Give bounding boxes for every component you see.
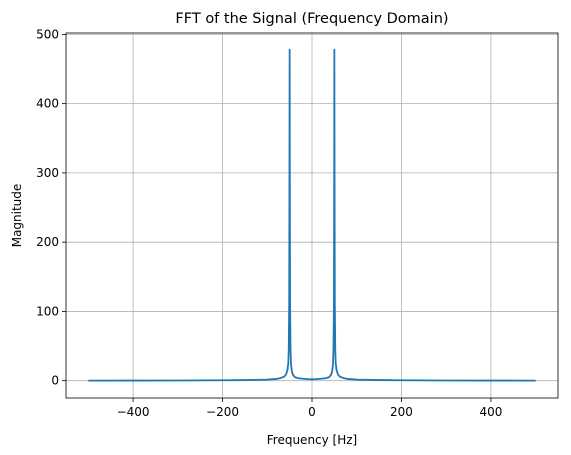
x-tick-label: −400 xyxy=(117,405,150,419)
x-axis-label: Frequency [Hz] xyxy=(267,433,358,447)
x-tick-label: 400 xyxy=(479,405,502,419)
y-tick-label: 400 xyxy=(36,97,59,111)
y-tick-label: 300 xyxy=(36,166,59,180)
series-line-fft-magnitude xyxy=(88,48,536,382)
y-axis-label: Magnitude xyxy=(10,184,24,248)
y-tick-label: 0 xyxy=(51,374,59,388)
y-tick-label: 200 xyxy=(36,235,59,249)
chart-title: FFT of the Signal (Frequency Domain) xyxy=(175,11,448,27)
x-tick-label: −200 xyxy=(206,405,239,419)
x-tick-label: 0 xyxy=(308,405,316,419)
y-tick-label: 500 xyxy=(36,27,59,41)
x-tick-label: 200 xyxy=(390,405,413,419)
axis-ticks: −400 −200 0 200 400 0 100 200 300 400 500 xyxy=(36,27,502,419)
y-tick-label: 100 xyxy=(36,304,59,318)
grid-lines xyxy=(66,33,558,398)
